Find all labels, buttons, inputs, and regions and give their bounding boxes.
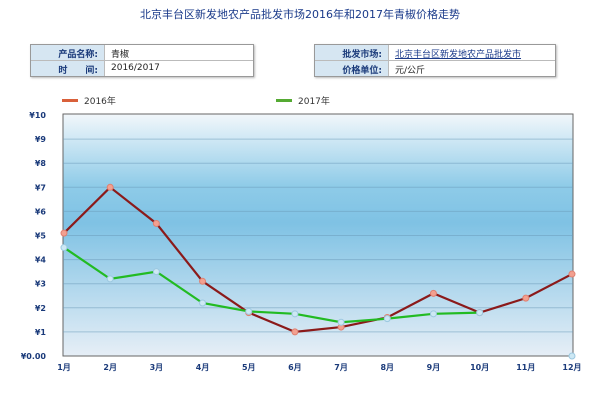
product-name-label: 产品名称: — [31, 45, 105, 60]
x-tick-label: 12月 — [562, 363, 581, 372]
market-info-table: 批发市场: 北京丰台区新发地农产品批发市 价格单位: 元/公斤 — [314, 44, 556, 77]
data-point[interactable] — [522, 294, 530, 302]
y-tick-label: ¥8 — [35, 159, 47, 168]
unit-value: 元/公斤 — [395, 66, 426, 76]
x-tick-label: 8月 — [380, 363, 394, 372]
y-tick-label: ¥6 — [35, 207, 47, 216]
x-tick-label: 3月 — [150, 363, 164, 372]
data-point[interactable] — [337, 318, 345, 326]
series-line-0 — [63, 185, 573, 334]
legend-item-2016: 2016年 — [62, 94, 116, 107]
data-point[interactable] — [106, 275, 114, 283]
x-tick-label: 7月 — [334, 363, 348, 372]
data-point[interactable] — [568, 352, 576, 360]
y-tick-label: ¥2 — [35, 304, 46, 313]
x-tick-label: 6月 — [288, 363, 302, 372]
series-line-1 — [63, 246, 480, 324]
y-tick-label: ¥10 — [29, 111, 46, 120]
data-point[interactable] — [429, 289, 437, 297]
data-point[interactable] — [152, 219, 160, 227]
legend-label-2016: 2016年 — [84, 97, 116, 107]
data-point[interactable] — [383, 315, 391, 323]
data-point[interactable] — [291, 328, 299, 336]
data-point[interactable] — [291, 310, 299, 318]
x-tick-label: 10月 — [470, 363, 489, 372]
y-tick-label: ¥1 — [35, 328, 47, 337]
legend-swatch-2016 — [62, 99, 78, 102]
x-tick-label: 2月 — [103, 363, 117, 372]
data-point[interactable] — [199, 299, 207, 307]
y-tick-label: ¥4 — [35, 256, 47, 265]
y-tick-label: ¥0.00 — [21, 352, 47, 361]
data-point[interactable] — [199, 277, 207, 285]
product-name-value: 青椒 — [111, 50, 130, 60]
y-tick-label: ¥9 — [35, 135, 47, 144]
page-title: 北京丰台区新发地农产品批发市场2016年和2017年青椒价格走势 — [140, 8, 460, 21]
legend-label-2017: 2017年 — [298, 97, 330, 107]
legend-item-2017: 2017年 — [276, 94, 330, 107]
x-tick-label: 11月 — [516, 363, 535, 372]
data-point[interactable] — [60, 229, 68, 237]
x-tick-label: 9月 — [427, 363, 441, 372]
x-tick-label: 4月 — [196, 363, 210, 372]
time-value: 2016/2017 — [111, 63, 160, 73]
data-point[interactable] — [152, 268, 160, 276]
y-tick-label: ¥5 — [35, 232, 47, 241]
legend-swatch-2017 — [276, 99, 292, 102]
data-point[interactable] — [476, 309, 484, 317]
market-label: 批发市场: — [315, 45, 389, 60]
data-point[interactable] — [568, 270, 576, 278]
product-info-table: 产品名称: 青椒 时 间: 2016/2017 — [30, 44, 254, 77]
data-point[interactable] — [245, 307, 253, 315]
y-tick-label: ¥3 — [35, 280, 46, 289]
data-point[interactable] — [429, 310, 437, 318]
y-tick-label: ¥7 — [35, 183, 46, 192]
unit-label: 价格单位: — [315, 61, 389, 76]
x-tick-label: 1月 — [57, 363, 71, 372]
market-link[interactable]: 北京丰台区新发地农产品批发市 — [395, 50, 522, 60]
data-point[interactable] — [106, 183, 114, 191]
time-label: 时 间: — [31, 61, 105, 76]
x-tick-label: 5月 — [242, 363, 256, 372]
data-point[interactable] — [60, 244, 68, 252]
